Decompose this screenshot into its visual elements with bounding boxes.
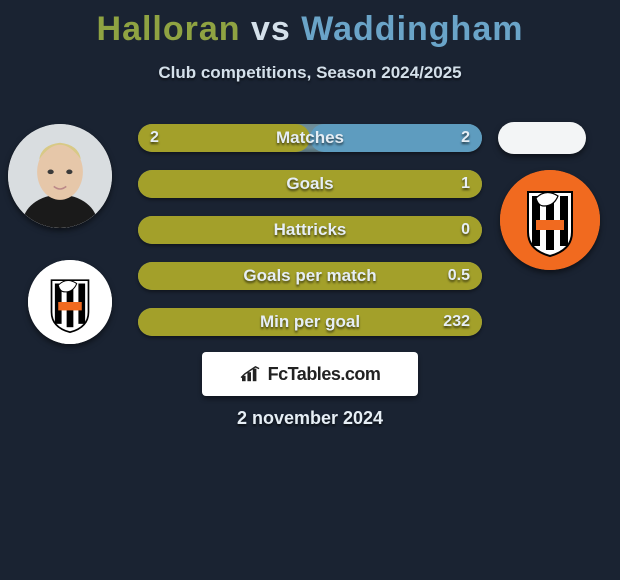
player2-photo-placeholder (498, 122, 586, 154)
player1-photo-svg (8, 124, 112, 228)
club-badge-svg-left (28, 260, 112, 344)
stat-row: 22Matches (138, 124, 482, 152)
title-vs: vs (251, 10, 291, 48)
player2-club-badge (500, 170, 600, 270)
stat-label: Matches (138, 124, 482, 152)
player2-name: Waddingham (301, 10, 523, 48)
player1-photo (8, 124, 112, 228)
stat-label: Goals per match (138, 262, 482, 290)
stat-row: 1Goals (138, 170, 482, 198)
stat-row: 232Min per goal (138, 308, 482, 336)
stat-bars: 22Matches 1Goals 0Hattricks 0.5Goals per ma… (138, 124, 482, 354)
stat-label: Min per goal (138, 308, 482, 336)
player1-club-badge (28, 260, 112, 344)
footer-date: 2 november 2024 (0, 408, 620, 429)
club-badge-svg-right (500, 170, 600, 270)
stat-row: 0Hattricks (138, 216, 482, 244)
barchart-icon (240, 365, 262, 383)
comparison-title: Halloran vs Waddingham (0, 0, 620, 49)
source-brand: FcTables.com (268, 364, 381, 385)
stat-row: 0.5Goals per match (138, 262, 482, 290)
source-logo: FcTables.com (202, 352, 418, 396)
subtitle: Club competitions, Season 2024/2025 (0, 63, 620, 83)
stat-label: Goals (138, 170, 482, 198)
player1-name: Halloran (97, 10, 241, 48)
stat-label: Hattricks (138, 216, 482, 244)
